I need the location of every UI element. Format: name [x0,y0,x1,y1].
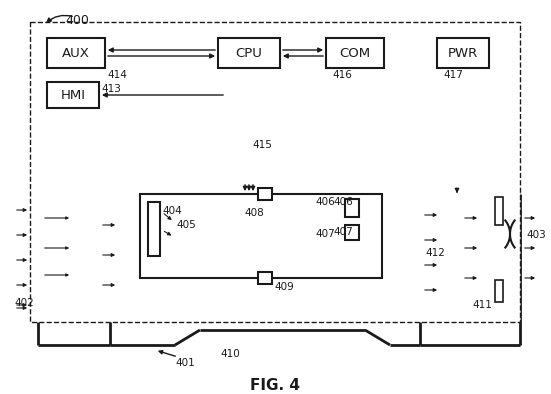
Bar [218,38,280,68]
Text: 416: 416 [332,70,352,80]
Text: 402: 402 [14,298,34,308]
Bar [437,38,489,68]
Bar [47,38,105,68]
Bar [258,272,272,284]
Text: COM: COM [339,46,371,59]
Bar [47,82,99,108]
Text: 407: 407 [333,227,353,237]
Text: AUX: AUX [62,46,90,59]
Text: 405: 405 [176,220,196,230]
Text: 400: 400 [65,14,89,27]
Text: 408: 408 [244,208,264,218]
Text: 415: 415 [252,140,272,150]
Text: 403: 403 [526,230,545,240]
Bar [495,280,503,302]
Bar [345,199,359,217]
Text: 407: 407 [315,229,335,239]
Text: 406: 406 [315,197,335,207]
Text: 401: 401 [175,358,195,368]
Text: 411: 411 [472,300,492,310]
Bar [148,202,160,256]
Text: 406: 406 [333,197,353,207]
Text: PWR: PWR [448,46,478,59]
Bar [258,188,272,200]
Bar [326,38,384,68]
Text: CPU: CPU [236,46,262,59]
Text: FIG. 4: FIG. 4 [250,377,300,392]
Text: 413: 413 [101,84,121,94]
Bar [495,197,503,225]
Text: 417: 417 [443,70,463,80]
Text: 410: 410 [220,349,240,359]
Text: HMI: HMI [61,89,85,102]
Text: 414: 414 [107,70,127,80]
Bar [140,194,382,278]
Text: 412: 412 [425,248,445,258]
Bar [345,225,359,240]
Bar [30,22,520,322]
Text: 404: 404 [162,206,182,216]
Text: 409: 409 [274,282,294,292]
